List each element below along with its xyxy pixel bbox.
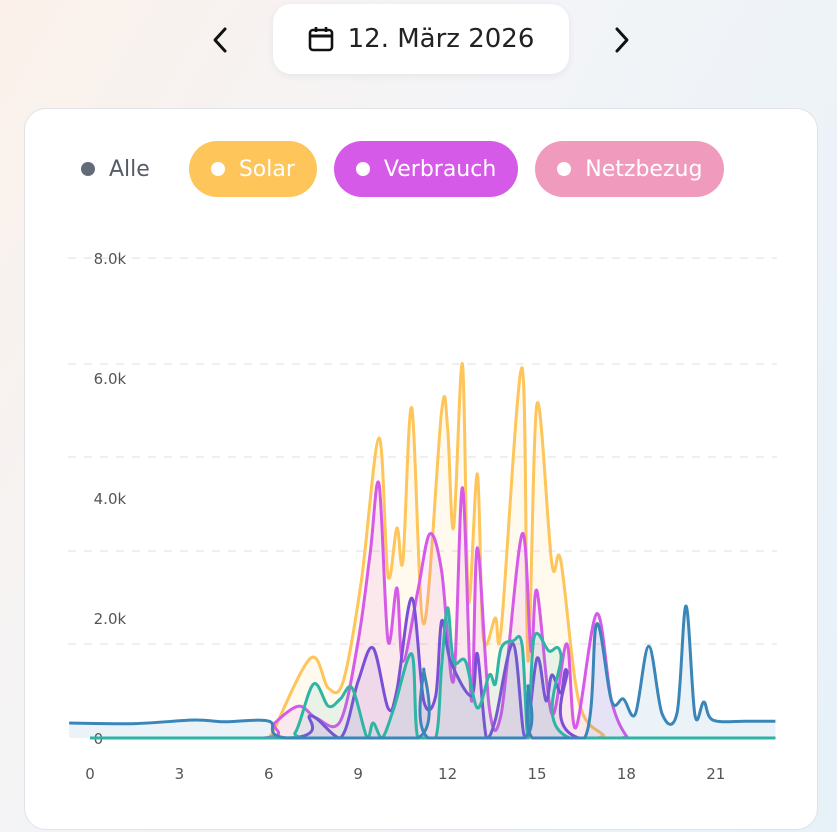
series-line [90, 596, 776, 740]
chart-card: Alle Solar Verbrauch Netzbezug 0 2.0k 4.0k… [24, 108, 818, 830]
y-tick-label: 8.0k [94, 250, 127, 268]
calendar-icon [308, 27, 333, 52]
series-line [69, 604, 776, 740]
chip-label: Alle [109, 156, 150, 182]
x-tick-label: 18 [617, 765, 636, 783]
y-tick-label: 4.0k [94, 490, 127, 508]
x-tick-label: 0 [85, 765, 95, 783]
y-tick-label: 2.0k [94, 610, 127, 628]
dot-icon [557, 162, 572, 176]
chip-label: Verbrauch [383, 156, 497, 182]
x-tick-label: 21 [706, 765, 725, 783]
series-line [90, 480, 776, 740]
energy-chart: 02.0k4.0k6.0k8.0k0 3 6 9 12 15 18 21 [67, 250, 777, 783]
series-area [90, 481, 776, 738]
chevron-left-icon [213, 27, 227, 53]
chip-label: Solar [238, 156, 295, 182]
filter-chip-alle[interactable]: Alle [59, 141, 172, 197]
dot-icon [210, 162, 225, 176]
next-day-button[interactable] [603, 22, 639, 58]
chevron-right-icon [615, 27, 629, 53]
series-line [90, 362, 776, 740]
dot-icon [81, 162, 95, 176]
y-tick-label: 6.0k [94, 370, 127, 388]
x-tick-label: 15 [527, 765, 546, 783]
x-tick-label: 9 [353, 765, 363, 783]
filter-chip-solar[interactable]: Solar [188, 141, 317, 197]
dot-icon [355, 162, 370, 176]
series-area [90, 598, 776, 738]
series-area [69, 605, 776, 738]
series-filter-bar: Alle Solar Verbrauch Netzbezug [59, 141, 725, 197]
date-label: 12. März 2026 [347, 24, 535, 54]
x-tick-label: 3 [175, 765, 185, 783]
filter-chip-netzbezug[interactable]: Netzbezug [535, 141, 725, 197]
x-tick-label: 12 [438, 765, 457, 783]
date-picker-button[interactable]: 12. März 2026 [273, 4, 569, 74]
x-tick-label: 6 [264, 765, 274, 783]
chip-label: Netzbezug [585, 156, 703, 182]
series-line [90, 606, 776, 740]
previous-day-button[interactable] [203, 22, 239, 58]
filter-chip-verbrauch[interactable]: Verbrauch [333, 141, 519, 197]
